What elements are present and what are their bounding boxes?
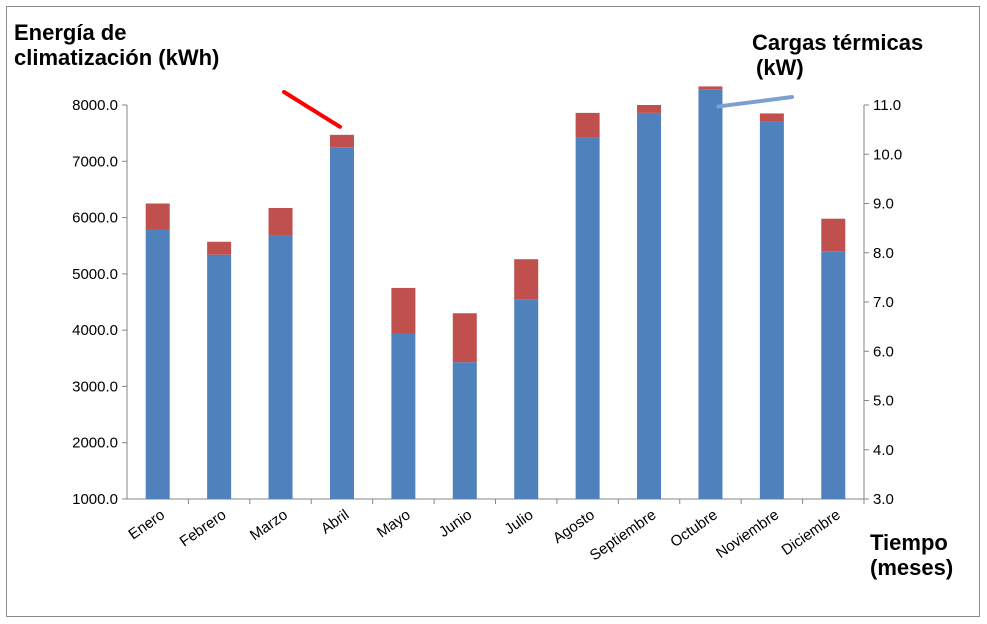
bar-segment-base <box>821 251 846 499</box>
x-axis-title-line2: (meses) <box>870 555 954 581</box>
right-tick-label: 6.0 <box>873 343 894 360</box>
bar-segment-base <box>207 254 232 499</box>
bar-segment-top <box>821 218 846 252</box>
right-tick-label: 5.0 <box>873 393 894 410</box>
right-tick-label: 11.0 <box>873 97 901 114</box>
bar-segment-base <box>575 137 600 499</box>
right-tick-label: 9.0 <box>873 196 894 213</box>
x-axis-title-line1: Tiempo <box>870 530 948 555</box>
bar-segment-top <box>329 134 354 148</box>
bar-segment-base <box>452 362 477 499</box>
right-tick-label: 3.0 <box>873 491 894 508</box>
x-tick-label: Enero <box>125 506 168 543</box>
x-tick-label: Abril <box>318 506 352 537</box>
chart-frame <box>6 6 980 617</box>
bar-segment-top <box>268 208 293 236</box>
x-tick-label: Marzo <box>247 506 291 544</box>
x-tick-label: Junio <box>436 506 475 540</box>
bar-segment-base <box>637 112 662 499</box>
x-axis-title: Tiempo (meses) <box>870 530 953 581</box>
bar-segment-top <box>575 112 600 138</box>
bar-segment-base <box>698 89 723 500</box>
bar-segment-base <box>759 121 784 499</box>
left-tick-label: 1000.0 <box>72 491 118 508</box>
annotation-arrow <box>716 95 794 109</box>
left-axis-title-line2: climatización (kWh) <box>14 45 220 71</box>
bar-segment-top <box>637 105 662 113</box>
left-axis-title: Energía de climatización (kWh) <box>14 20 219 71</box>
right-tick-label: 10.0 <box>873 146 902 163</box>
bar-segment-top <box>391 287 416 334</box>
x-tick-label: Mayo <box>374 506 414 541</box>
x-tick-label: Noviembre <box>713 506 782 562</box>
left-tick-label: 5000.0 <box>72 266 118 283</box>
bar-segment-top <box>145 203 170 230</box>
bar-segment-base <box>145 229 170 499</box>
left-tick-label: 2000.0 <box>72 435 118 452</box>
bar-segment-top <box>698 86 723 90</box>
left-tick-label: 3000.0 <box>72 378 118 395</box>
x-tick-label: Febrero <box>177 506 230 550</box>
left-tick-label: 7000.0 <box>72 153 118 170</box>
x-tick-label: Agosto <box>550 506 598 547</box>
bar-segment-top <box>759 113 784 122</box>
right-tick-label: 7.0 <box>873 294 894 311</box>
bar-segment-top <box>207 241 232 255</box>
left-tick-label: 8000.0 <box>72 97 118 114</box>
left-axis-title-line1: Energía de <box>14 20 127 45</box>
right-tick-label: 4.0 <box>873 442 894 459</box>
bar-segment-base <box>329 147 354 499</box>
right-axis-title: Cargas térmicas (kW) <box>752 30 923 81</box>
right-axis-title-line1: Cargas térmicas <box>752 30 924 55</box>
x-tick-label: Diciembre <box>779 506 844 559</box>
x-tick-label: Octubre <box>667 506 720 551</box>
bar-segment-base <box>514 299 539 499</box>
x-tick-label: Julio <box>501 506 536 538</box>
bar-segment-base <box>268 235 293 499</box>
bar-segment-top <box>514 259 539 300</box>
bar-segment-top <box>452 313 477 363</box>
annotation-arrow <box>282 90 342 129</box>
left-tick-label: 4000.0 <box>72 322 118 339</box>
left-tick-label: 6000.0 <box>72 210 118 227</box>
bar-segment-base <box>391 333 416 499</box>
right-axis-title-line2: (kW) <box>756 55 804 81</box>
right-tick-label: 8.0 <box>873 245 894 262</box>
x-tick-label: Septiembre <box>587 506 660 564</box>
